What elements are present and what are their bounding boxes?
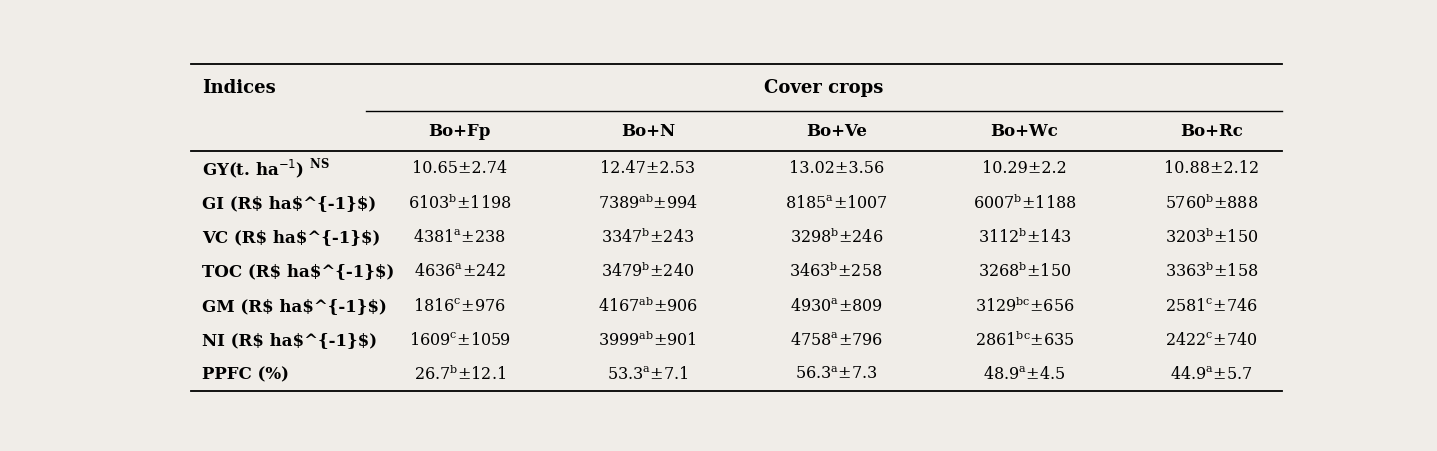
Text: 3479$^{\mathregular{b}}$±240: 3479$^{\mathregular{b}}$±240	[601, 262, 694, 281]
Text: GY(t. ha$^{-1}$) $^{\mathregular{NS}}$: GY(t. ha$^{-1}$) $^{\mathregular{NS}}$	[201, 156, 331, 180]
Text: Indices: Indices	[201, 79, 276, 97]
Text: 6103$^{\mathregular{b}}$±1198: 6103$^{\mathregular{b}}$±1198	[408, 193, 512, 212]
Text: 53.3$^{\mathregular{a}}$±7.1: 53.3$^{\mathregular{a}}$±7.1	[606, 365, 688, 382]
Text: 3999$^{\mathregular{ab}}$±901: 3999$^{\mathregular{ab}}$±901	[598, 330, 697, 350]
Text: 4636$^{\mathregular{a}}$±242: 4636$^{\mathregular{a}}$±242	[414, 262, 506, 280]
Text: VC (R$ ha$^{-1}$): VC (R$ ha$^{-1}$)	[201, 229, 381, 245]
Text: 13.02±3.56: 13.02±3.56	[789, 160, 884, 177]
Text: Bo+Wc: Bo+Wc	[990, 123, 1058, 140]
Text: 1816$^{\mathregular{c}}$±976: 1816$^{\mathregular{c}}$±976	[414, 297, 506, 314]
Text: 3129$^{\mathregular{bc}}$±656: 3129$^{\mathregular{bc}}$±656	[974, 296, 1073, 315]
Text: 4758$^{\mathregular{a}}$±796: 4758$^{\mathregular{a}}$±796	[789, 331, 882, 348]
Text: 5760$^{\mathregular{b}}$±888: 5760$^{\mathregular{b}}$±888	[1165, 193, 1257, 212]
Text: 3112$^{\mathregular{b}}$±143: 3112$^{\mathregular{b}}$±143	[977, 227, 1071, 247]
Text: 2861$^{\mathregular{bc}}$±635: 2861$^{\mathregular{bc}}$±635	[974, 330, 1073, 350]
Text: 3268$^{\mathregular{b}}$±150: 3268$^{\mathregular{b}}$±150	[977, 262, 1071, 281]
Text: Bo+N: Bo+N	[621, 123, 675, 140]
Text: 6007$^{\mathregular{b}}$±1188: 6007$^{\mathregular{b}}$±1188	[973, 193, 1076, 212]
Text: 2422$^{\mathregular{c}}$±740: 2422$^{\mathregular{c}}$±740	[1165, 331, 1257, 348]
Text: 3203$^{\mathregular{b}}$±150: 3203$^{\mathregular{b}}$±150	[1165, 227, 1259, 247]
Text: 3298$^{\mathregular{b}}$±246: 3298$^{\mathregular{b}}$±246	[789, 227, 882, 247]
Text: Bo+Rc: Bo+Rc	[1180, 123, 1243, 140]
Text: 4167$^{\mathregular{ab}}$±906: 4167$^{\mathregular{ab}}$±906	[598, 296, 698, 315]
Text: PPFC (%): PPFC (%)	[201, 365, 289, 382]
Text: 26.7$^{\mathregular{b}}$±12.1: 26.7$^{\mathregular{b}}$±12.1	[414, 364, 506, 383]
Text: 7389$^{\mathregular{ab}}$±994: 7389$^{\mathregular{ab}}$±994	[598, 193, 698, 212]
Text: 12.47±2.53: 12.47±2.53	[601, 160, 696, 177]
Text: 8185$^{\mathregular{a}}$±1007: 8185$^{\mathregular{a}}$±1007	[785, 194, 888, 211]
Text: 1609$^{\mathregular{c}}$±1059: 1609$^{\mathregular{c}}$±1059	[408, 331, 510, 348]
Text: GI (R$ ha$^{-1}$): GI (R$ ha$^{-1}$)	[201, 194, 376, 211]
Text: 4930$^{\mathregular{a}}$±809: 4930$^{\mathregular{a}}$±809	[790, 297, 882, 314]
Text: 48.9$^{\mathregular{a}}$±4.5: 48.9$^{\mathregular{a}}$±4.5	[983, 365, 1066, 382]
Text: GM (R$ ha$^{-1}$): GM (R$ ha$^{-1}$)	[201, 297, 387, 314]
Text: 10.65±2.74: 10.65±2.74	[412, 160, 507, 177]
Text: 2581$^{\mathregular{c}}$±746: 2581$^{\mathregular{c}}$±746	[1165, 297, 1257, 314]
Text: Bo+Fp: Bo+Fp	[428, 123, 491, 140]
Text: 44.9$^{\mathregular{a}}$±5.7: 44.9$^{\mathregular{a}}$±5.7	[1170, 365, 1253, 382]
Text: 10.29±2.2: 10.29±2.2	[981, 160, 1066, 177]
Text: Bo+Ve: Bo+Ve	[806, 123, 867, 140]
Text: 3347$^{\mathregular{b}}$±243: 3347$^{\mathregular{b}}$±243	[601, 227, 694, 247]
Text: 3363$^{\mathregular{b}}$±158: 3363$^{\mathregular{b}}$±158	[1165, 262, 1259, 281]
Text: 10.88±2.12: 10.88±2.12	[1164, 160, 1259, 177]
Text: NI (R$ ha$^{-1}$): NI (R$ ha$^{-1}$)	[201, 331, 376, 348]
Text: 56.3$^{\mathregular{a}}$±7.3: 56.3$^{\mathregular{a}}$±7.3	[795, 365, 878, 382]
Text: 3463$^{\mathregular{b}}$±258: 3463$^{\mathregular{b}}$±258	[789, 262, 882, 281]
Text: Cover crops: Cover crops	[764, 79, 884, 97]
Text: 4381$^{\mathregular{a}}$±238: 4381$^{\mathregular{a}}$±238	[414, 229, 506, 245]
Text: TOC (R$ ha$^{-1}$): TOC (R$ ha$^{-1}$)	[201, 262, 394, 280]
